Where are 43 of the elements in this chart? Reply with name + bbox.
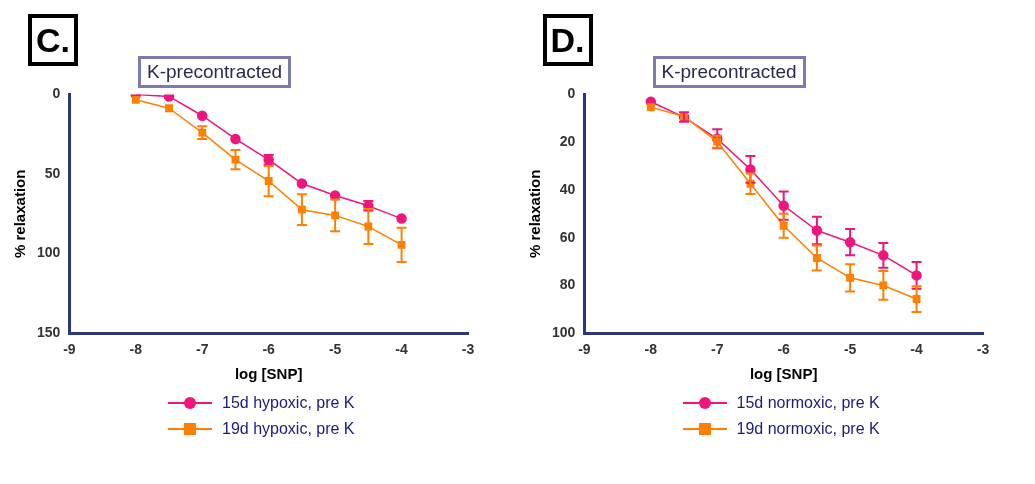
x-tick-label: -9 — [577, 341, 591, 358]
y-axis-title: % relaxation — [11, 169, 29, 258]
x-axis-title: log [SNP] — [234, 365, 303, 383]
x-tick-label: -7 — [710, 341, 724, 358]
y-tick-label: 150 — [37, 324, 61, 341]
y-tick-label: 50 — [44, 164, 61, 181]
y-tick-label: 60 — [559, 228, 576, 245]
point — [131, 95, 140, 104]
point — [396, 213, 407, 224]
x-tick-label: -7 — [196, 341, 209, 358]
legend-label: 15d hypoxic, pre K — [222, 394, 355, 412]
y-axis-title: % relaxation — [525, 169, 543, 258]
point — [646, 103, 655, 112]
x-tick-label: -8 — [644, 341, 657, 358]
x-tick-label: -8 — [129, 341, 143, 358]
y-tick-label: 100 — [551, 324, 576, 341]
y-tick-label: 0 — [567, 85, 576, 102]
x-tick-label: -5 — [843, 341, 857, 358]
x-tick-label: -6 — [262, 341, 276, 358]
x-tick-label: -3 — [976, 341, 989, 358]
text: D. — [542, 14, 593, 66]
point — [196, 110, 208, 121]
y-tick-label: 0 — [52, 85, 61, 102]
x-axis-title: log [SNP] — [749, 365, 817, 383]
x-tick-label: -4 — [909, 341, 923, 358]
legend-label: 15d normoxic, pre K — [736, 394, 880, 412]
text: C. — [28, 14, 78, 66]
y-tick-label: 100 — [37, 244, 61, 261]
chart-title: K-precontracted — [652, 56, 806, 88]
legend-label: 19d hypoxic, pre K — [222, 420, 355, 438]
chart-title: K-precontracted — [138, 56, 292, 88]
x-tick-label: -6 — [776, 341, 790, 358]
x-tick-label: -3 — [461, 341, 475, 358]
y-tick-label: 40 — [559, 180, 576, 197]
x-tick-label: -4 — [395, 341, 408, 358]
x-tick-label: -5 — [328, 341, 342, 358]
y-tick-label: 20 — [559, 133, 576, 150]
y-tick-label: 80 — [559, 276, 576, 293]
x-tick-label: -9 — [63, 341, 76, 358]
point — [230, 133, 241, 145]
point — [296, 178, 308, 189]
legend-label: 19d normoxic, pre K — [736, 420, 880, 438]
point — [165, 104, 173, 113]
